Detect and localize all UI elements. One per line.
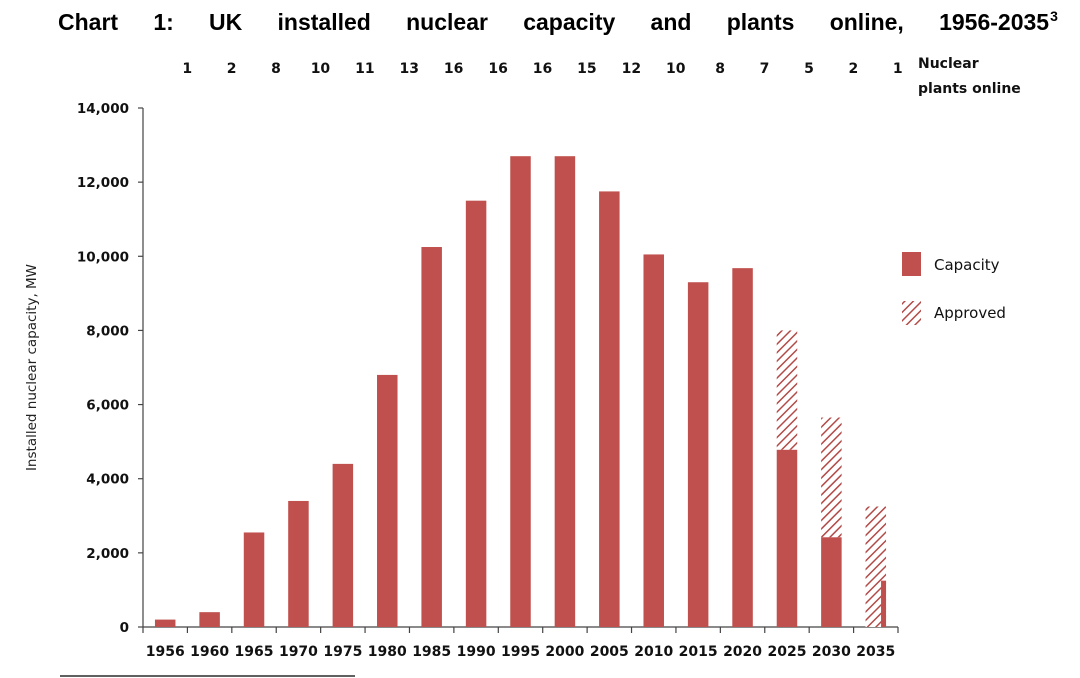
y-tick-label: 10,000: [77, 249, 129, 265]
x-tick-label: 1995: [501, 644, 540, 660]
plants-online-count: 16: [488, 61, 507, 77]
bar-capacity-2005: [599, 191, 620, 628]
title-word: online,: [829, 9, 904, 35]
plants-online-count: 8: [715, 61, 725, 77]
bar-approved-2035: [865, 506, 887, 627]
plants-online-count: 12: [622, 61, 641, 77]
bar-capacity-2020: [732, 268, 753, 627]
bar-capacity-2015: [687, 282, 709, 627]
plants-online-label-line1: Nuclear: [918, 56, 979, 72]
title-footnote-marker: 3: [1050, 8, 1058, 24]
chart-title: Chart 1: UK installed nuclear capacity and plan…: [58, 8, 1058, 40]
title-word: installed: [277, 9, 371, 35]
plants-online-count: 8: [271, 61, 281, 77]
plants-online-count: 16: [533, 61, 552, 77]
bar-capacity-2010: [643, 254, 664, 628]
plants-online-count: 16: [444, 61, 463, 77]
legend-label-capacity: Capacity: [934, 256, 1000, 274]
x-tick-label: 2005: [590, 644, 629, 660]
bar-approved-2025: [776, 330, 798, 450]
x-tick-label: 1956: [146, 644, 185, 660]
x-tick-label: 2010: [634, 644, 673, 660]
legend-swatch-capacity: [902, 252, 921, 276]
title-word: 1956-20353: [939, 8, 1058, 35]
plants-online-count: 1: [893, 61, 903, 77]
bar-capacity-2000: [554, 156, 576, 627]
bar-capacity-1956: [154, 619, 176, 627]
x-tick-label: 1975: [323, 644, 362, 660]
x-tick-label: 1980: [368, 644, 407, 660]
plants-online-count: 5: [804, 61, 814, 77]
title-word: and: [650, 9, 692, 35]
y-tick-label: 2,000: [86, 546, 129, 562]
title-word: capacity: [523, 9, 616, 35]
plants-online-count: 2: [227, 61, 237, 77]
bar-capacity-2030: [821, 537, 842, 627]
y-axis-label: Installed nuclear capacity, MW: [24, 264, 40, 471]
title-word: UK: [209, 9, 243, 35]
title-word: 1:: [153, 9, 174, 35]
y-tick-label: 0: [120, 620, 129, 636]
bar-capacity-1985: [421, 247, 442, 627]
x-tick-label: 1970: [279, 644, 318, 660]
bar-capacity-1960: [199, 612, 220, 627]
y-tick-label: 6,000: [86, 398, 129, 414]
x-tick-label: 2035: [856, 644, 895, 660]
bar-capacity-1975: [332, 463, 354, 627]
bar-capacity-1980: [377, 374, 398, 627]
plants-online-count: 10: [666, 61, 686, 77]
bar-capacity-2025: [776, 449, 798, 627]
legend-swatch-approved: [902, 301, 921, 325]
plants-online-count: 2: [849, 61, 859, 77]
title-word: plants: [726, 9, 795, 35]
x-tick-label: 1965: [235, 644, 274, 660]
bar-approved-2030: [821, 417, 842, 538]
y-tick-label: 14,000: [77, 101, 129, 117]
plants-online-count: 11: [355, 61, 374, 77]
bar-capacity-2035: [881, 580, 887, 627]
y-tick-label: 12,000: [77, 175, 129, 191]
plants-online-count: 15: [577, 61, 596, 77]
y-tick-label: 8,000: [86, 323, 129, 339]
legend-label-approved: Approved: [934, 304, 1006, 322]
bar-capacity-1990: [465, 200, 487, 627]
title-word: nuclear: [406, 9, 488, 35]
x-tick-label: 1960: [190, 644, 229, 660]
bar-capacity-1970: [288, 500, 309, 627]
plants-online-count: 7: [760, 61, 770, 77]
plants-online-count: 1: [182, 61, 192, 77]
plants-online-count: 13: [400, 61, 419, 77]
y-tick-label: 4,000: [86, 472, 129, 488]
x-tick-label: 1985: [412, 644, 451, 660]
x-tick-label: 2025: [767, 644, 806, 660]
x-tick-label: 2000: [545, 644, 584, 660]
x-tick-label: 2030: [812, 644, 851, 660]
plants-online-label-line2: plants online: [918, 81, 1021, 97]
bar-capacity-1995: [510, 156, 531, 627]
x-tick-label: 1990: [457, 644, 496, 660]
title-word: Chart: [58, 9, 119, 35]
x-tick-label: 2015: [679, 644, 718, 660]
plants-online-count: 10: [311, 61, 331, 77]
bar-capacity-1965: [243, 532, 265, 627]
x-tick-label: 2020: [723, 644, 762, 660]
